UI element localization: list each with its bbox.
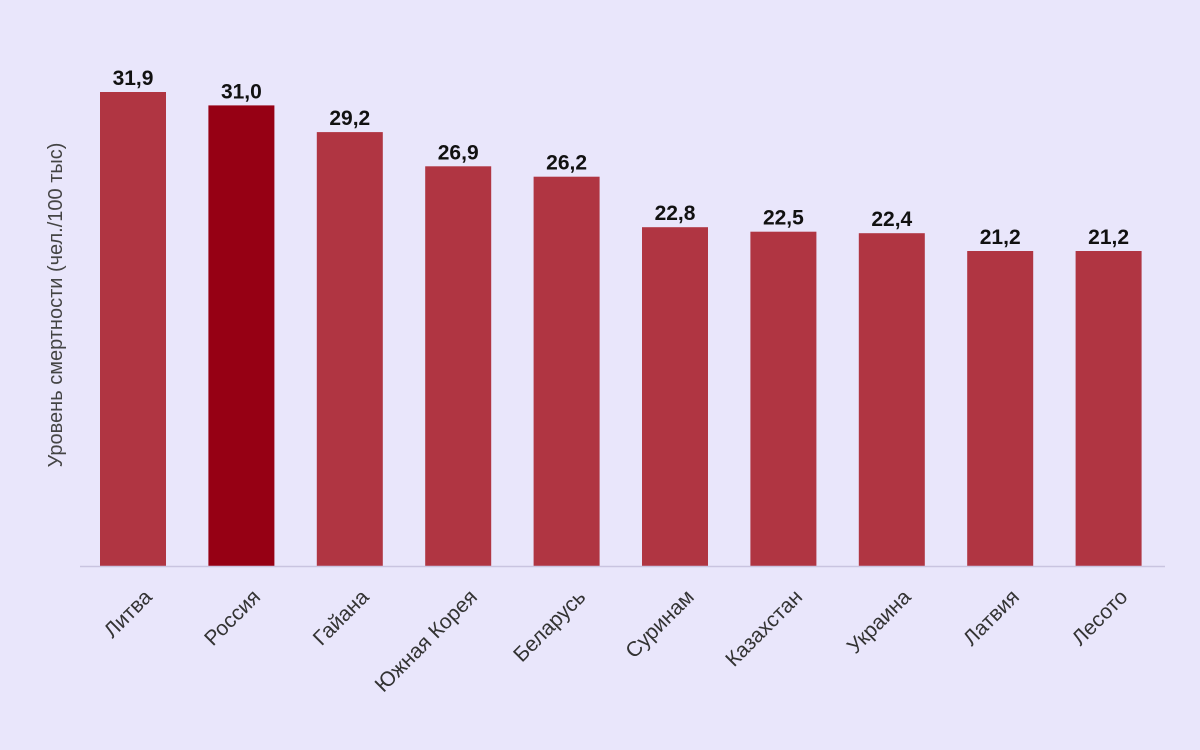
category-label-1: Россия: [200, 585, 265, 650]
value-label-9: 21,2: [1088, 226, 1129, 249]
bar-5: [642, 227, 708, 566]
value-label-8: 21,2: [980, 226, 1021, 249]
value-label-0: 31,9: [113, 67, 154, 90]
value-label-2: 29,2: [329, 107, 370, 130]
category-label-9: Лесото: [1068, 585, 1133, 650]
bar-1: [208, 105, 275, 567]
bar-0: [100, 92, 166, 566]
bar-6: [750, 231, 817, 566]
value-label-6: 22,5: [763, 207, 804, 230]
value-label-7: 22,4: [871, 208, 912, 231]
value-label-3: 26,9: [438, 141, 479, 164]
value-label-5: 22,8: [655, 202, 696, 225]
y-axis-title: Уровень смертности (чел./100 тыс): [45, 143, 67, 468]
category-label-5: Суринам: [621, 585, 698, 662]
bars-group: [100, 92, 1142, 567]
bar-9: [1075, 251, 1142, 566]
bar-8: [967, 251, 1034, 566]
value-labels-group: 31,9 31,0 29,2 26,9 26,2 22,8 22,5 22,4 21,2 21,2: [113, 67, 1129, 249]
value-label-4: 26,2: [546, 152, 587, 175]
bar-7: [858, 233, 925, 566]
bar-2: [316, 132, 383, 566]
category-label-2: Гайана: [309, 585, 374, 650]
category-label-8: Латвия: [959, 585, 1024, 650]
category-label-0: Литва: [100, 585, 157, 642]
bar-3: [425, 166, 492, 567]
category-label-4: Беларусь: [509, 585, 590, 666]
category-label-3: Южная Корея: [371, 585, 482, 696]
category-label-6: Казахстан: [721, 585, 807, 671]
category-label-7: Украина: [843, 585, 916, 658]
value-label-1: 31,0: [221, 80, 262, 103]
bar-4: [533, 176, 600, 566]
